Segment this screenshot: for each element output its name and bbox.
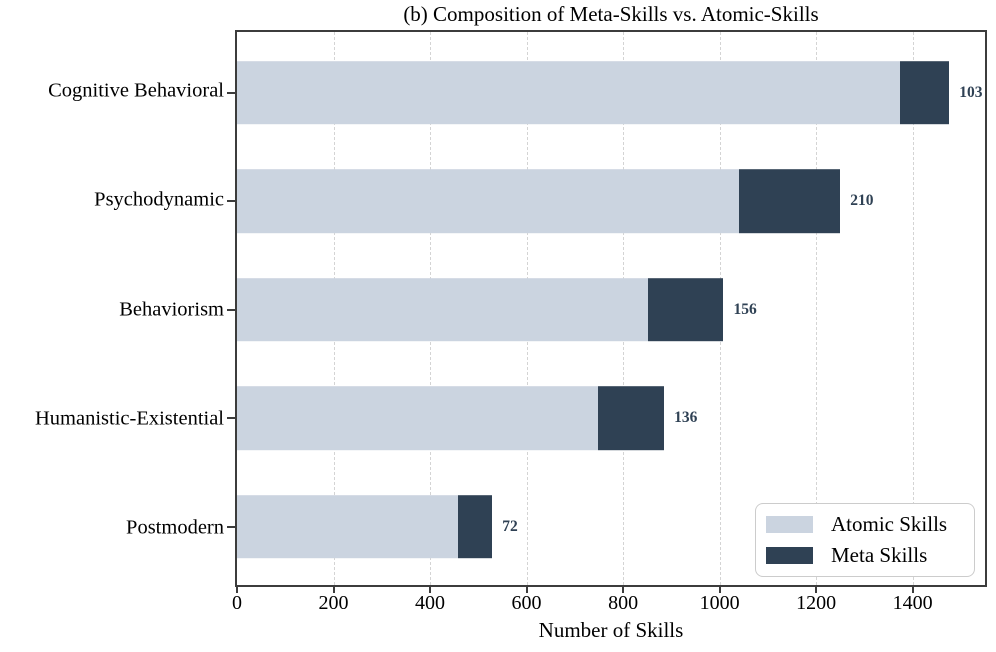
x-tick-label-400: 400	[415, 592, 446, 614]
bar-value-label: 210	[850, 192, 874, 210]
x-tick-mark-0	[236, 585, 238, 593]
x-tick-mark-1000	[718, 585, 721, 593]
x-tick-mark-1400	[911, 585, 914, 593]
y-tick-label: Psychodynamic	[94, 188, 224, 211]
y-axis-category-labels: Cognitive Behavioral Psychodynamic Behavio…	[0, 30, 224, 587]
x-tick-mark-200	[332, 585, 335, 593]
bar-meta-skills	[457, 495, 493, 559]
y-tick-mark	[227, 308, 236, 311]
y-tick-label: Postmodern	[126, 516, 224, 539]
y-tick-mark	[227, 525, 236, 528]
x-tick-mark-1200	[815, 585, 818, 593]
gridline-x-1200	[816, 32, 818, 585]
x-axis-label: Number of Skills	[538, 618, 684, 642]
bar-value-label: 103	[959, 83, 983, 101]
legend: Atomic Skills Meta Skills	[755, 503, 975, 577]
y-tick-mark	[227, 200, 236, 203]
bar-meta-skills	[598, 386, 665, 451]
y-tick-mark	[227, 417, 236, 420]
x-tick-label-1200: 1200	[796, 592, 837, 614]
x-tick-label-200: 200	[318, 592, 349, 614]
bar-value-label: 136	[674, 409, 698, 427]
bar-atomic-skills	[237, 169, 739, 233]
bar-value-label: 72	[502, 517, 518, 535]
bar-atomic-skills	[237, 495, 458, 559]
x-tick-mark-800	[622, 585, 625, 593]
x-tick-label-800: 800	[608, 592, 639, 614]
legend-label-atomic-skills: Atomic Skills	[831, 512, 948, 536]
bar-atomic-skills	[237, 277, 649, 342]
legend-item-atomic-skills: Atomic Skills	[766, 514, 962, 535]
x-tick-mark-600	[525, 585, 528, 593]
x-tick-label-600: 600	[511, 592, 542, 614]
plot-area: Atomic Skills Meta Skills 0 200 400 600 800 1…	[227, 30, 987, 613]
x-tick-mark-400	[429, 585, 432, 593]
bar-meta-skills	[899, 60, 950, 125]
legend-item-meta-skills: Meta Skills	[766, 545, 962, 566]
y-tick-label: Behaviorism	[119, 298, 224, 321]
x-tick-label-1000: 1000	[699, 592, 740, 614]
y-tick-label: Humanistic-Existential	[34, 407, 224, 430]
bar-atomic-skills	[237, 60, 900, 125]
bar-meta-skills	[648, 277, 724, 342]
x-tick-label-1400: 1400	[892, 592, 933, 614]
bar-value-label: 156	[733, 300, 757, 318]
chart-title: (b) Composition of Meta-Skills vs. Atomi…	[403, 2, 819, 26]
legend-label-meta-skills: Meta Skills	[831, 543, 928, 567]
bar-meta-skills	[738, 169, 841, 233]
meta-skills-swatch	[766, 547, 813, 564]
y-tick-label: Cognitive Behavioral	[48, 79, 224, 102]
y-tick-mark	[227, 91, 236, 94]
gridline-x-1400	[912, 32, 914, 585]
atomic-skills-swatch	[766, 516, 813, 533]
bar-atomic-skills	[237, 386, 599, 451]
x-tick-label-0: 0	[232, 592, 242, 614]
